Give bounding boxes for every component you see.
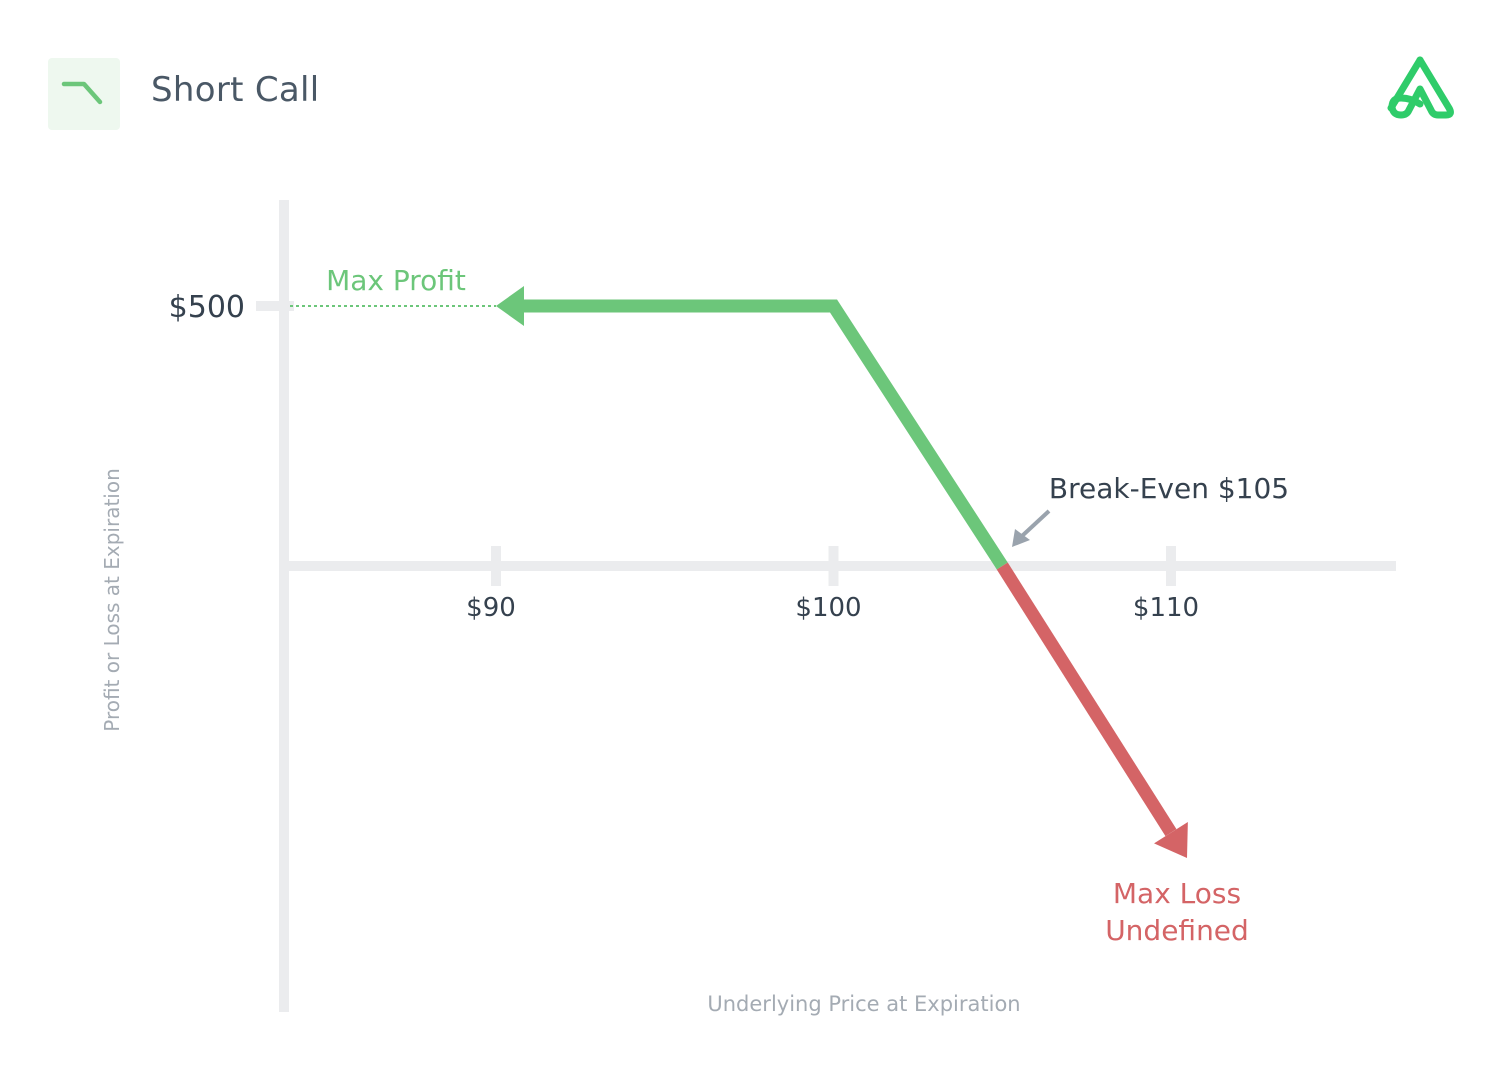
max-profit-label: Max Profit [326,264,466,297]
chart-series [496,286,1188,858]
profit-arrow-head [496,286,524,326]
page-title: Short Call [151,70,320,110]
chart-labels: Profit or Loss at Expiration Underlying … [100,264,1289,1016]
brand-logo [1384,54,1456,120]
chart-guides [290,305,1051,547]
x-tick-label: $100 [795,593,861,623]
chart-axes [256,200,1396,1012]
x-axis-label: Underlying Price at Expiration [707,992,1020,1016]
max-loss-label: Max Loss [1113,877,1241,910]
x-tick-label: $110 [1133,593,1199,623]
loss-arrow-head [1154,821,1188,858]
max-loss-undefined-label: Undefined [1105,914,1249,947]
y-tick-label: $500 [169,290,245,325]
y-axis-label: Profit or Loss at Expiration [100,468,124,732]
break-even-label: Break-Even $105 [1049,472,1289,505]
x-tick-label: $90 [466,593,516,623]
loss-series-line [996,562,1177,837]
break-even-pointer-head [1012,529,1030,547]
break-even-pointer-line [1020,509,1051,538]
short-call-payoff-icon [48,58,120,130]
short-call-payoff-icon-glyph [61,81,103,105]
brand-logo-icon [1387,56,1454,119]
profit-series-line [522,299,1008,570]
